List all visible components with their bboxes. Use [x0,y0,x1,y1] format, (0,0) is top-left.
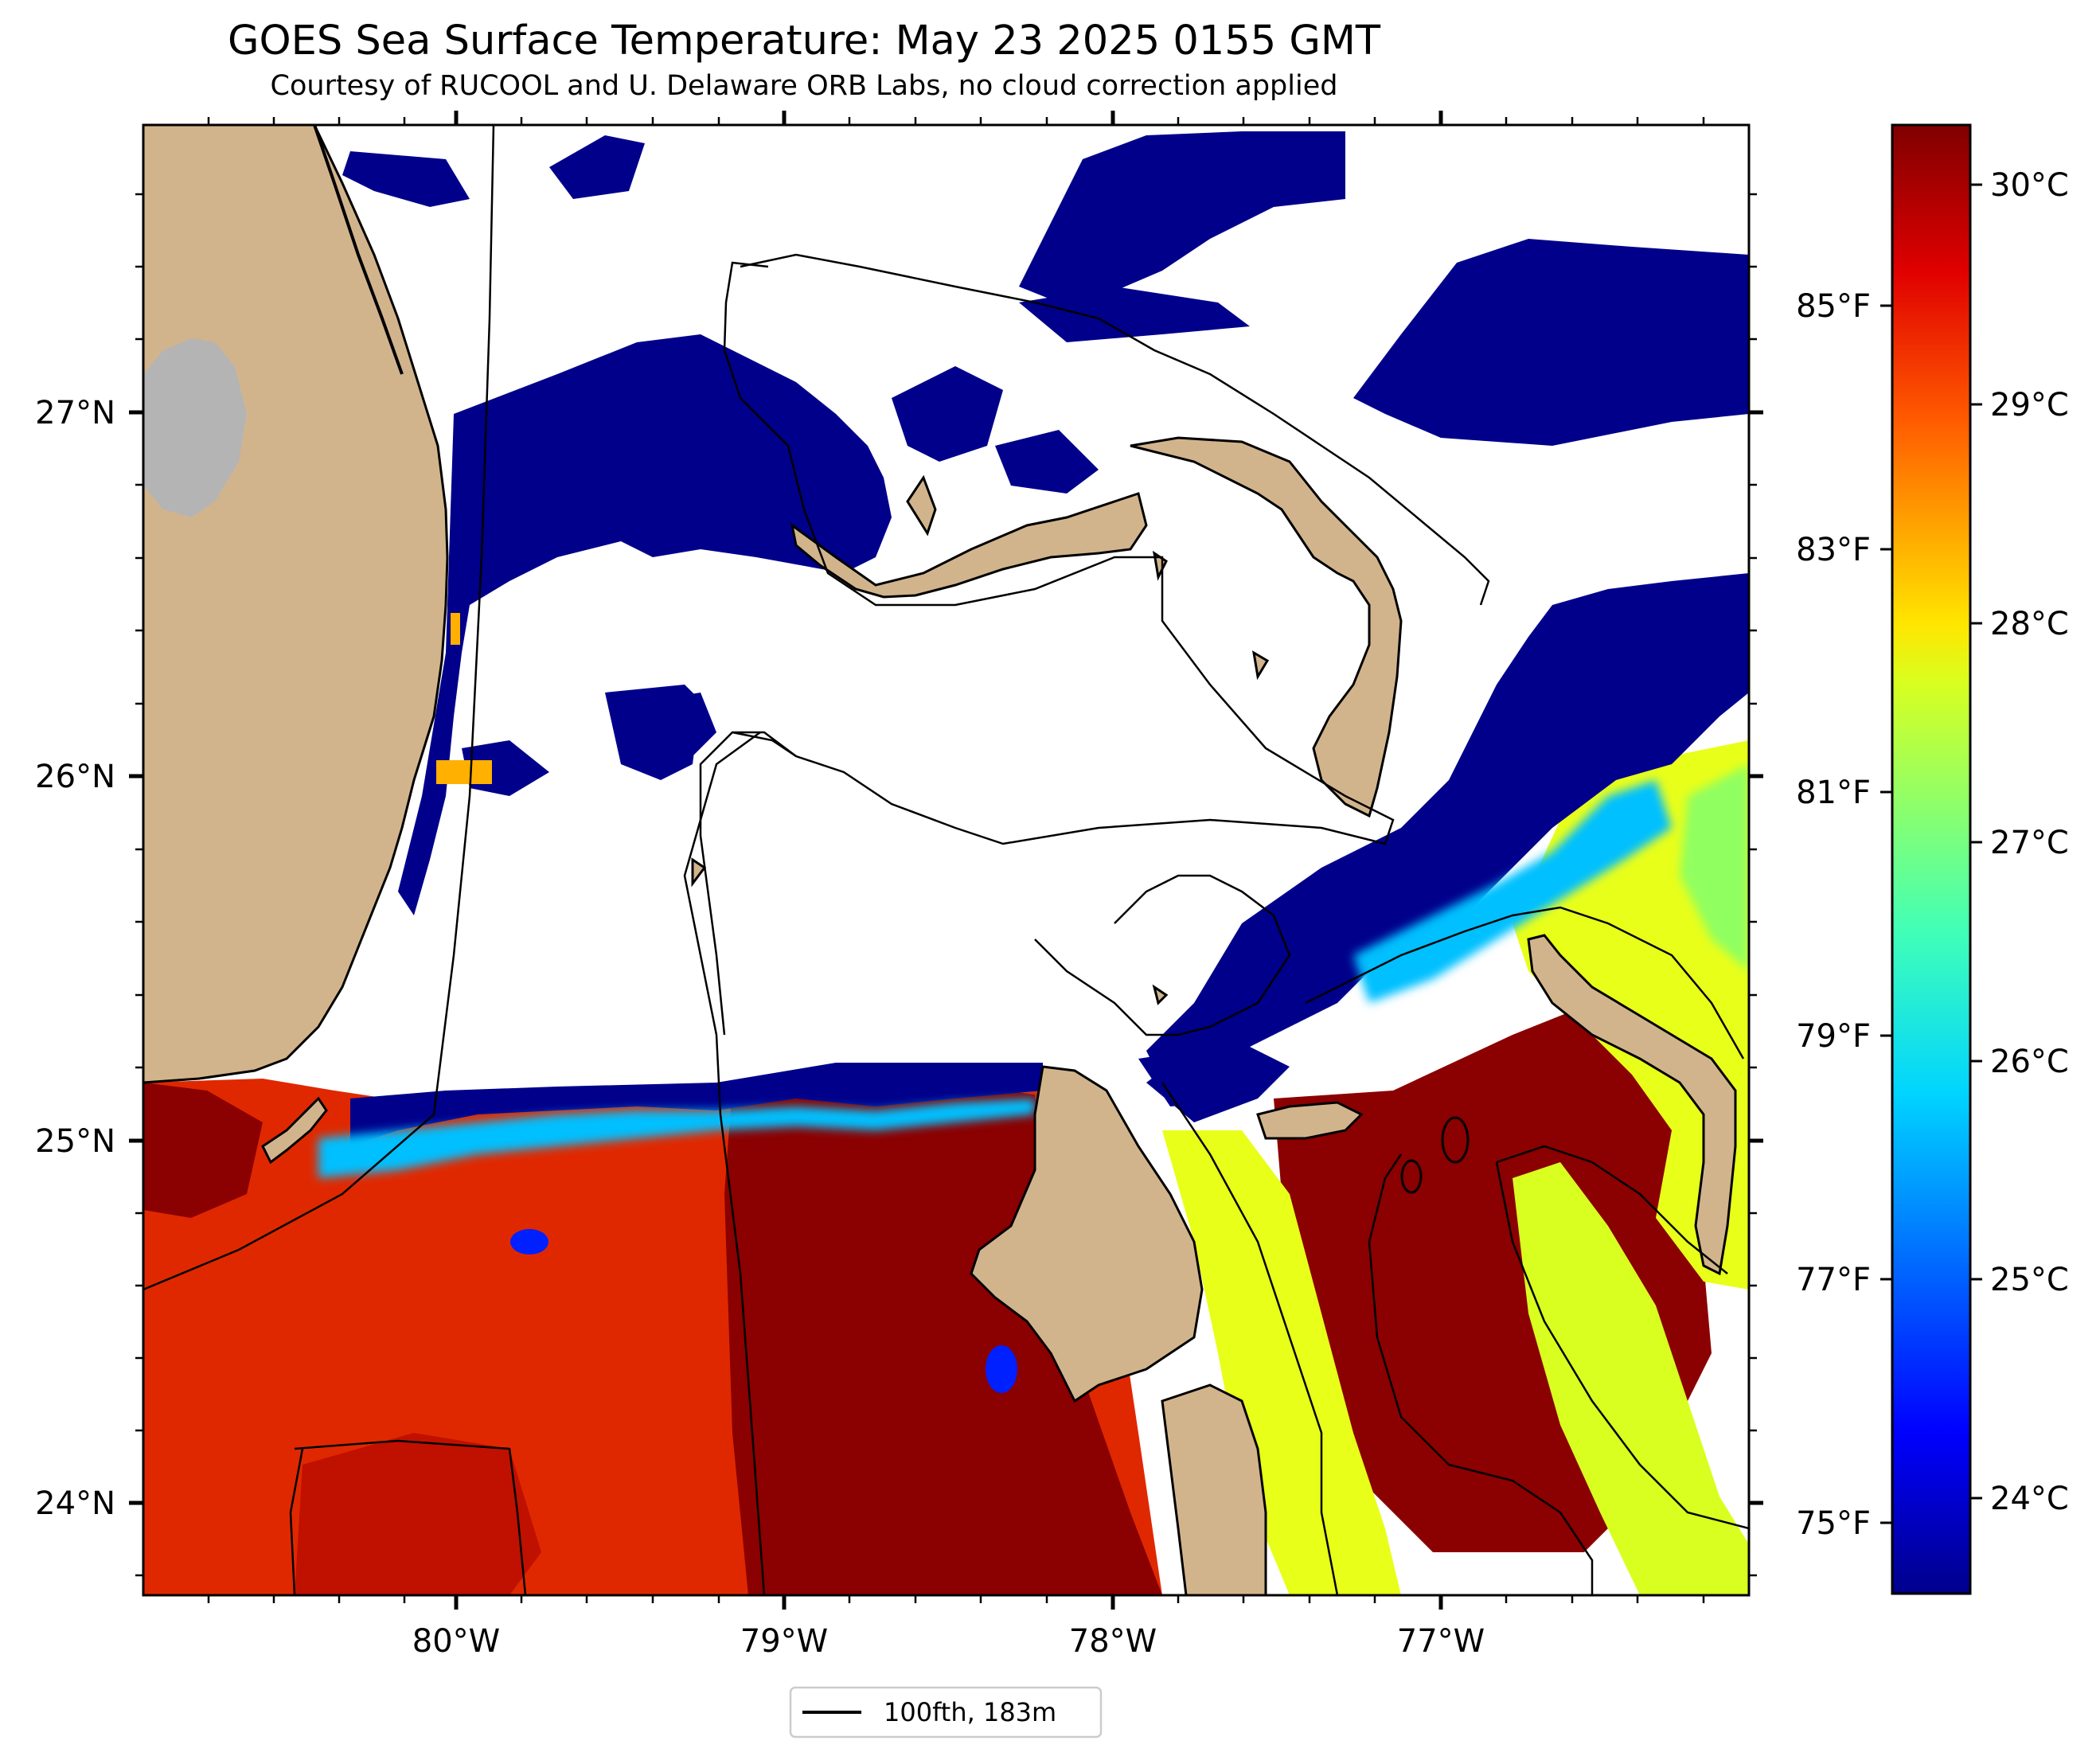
andros-south-land [1161,1383,1267,1595]
warm-patch-southwest [295,1433,541,1595]
colorbar-label-75f: 75°F [1796,1505,1871,1542]
longitude-major-ticks [454,111,1443,1610]
hot-water-central [724,1071,1162,1595]
colorbar-label-27c: 27°C [1990,825,2069,861]
shelf-water-south-central [1162,1130,1401,1595]
lat-tick-label-27n: 27°N [35,395,115,431]
lon-tick-label-80w: 80°W [412,1623,500,1660]
latitude-major-ticks [129,410,1763,1505]
colorbar-label-25c: 25°C [1990,1262,2069,1298]
andros-land [970,1065,1204,1403]
abaco-land [1130,436,1403,818]
figure-subtitle: Courtesy of RUCOOL and U. Delaware ORB L… [270,70,1338,102]
florida-keys [261,1096,328,1165]
colorbar [1891,123,1972,1595]
lon-tick-label-78w: 78°W [1069,1623,1157,1660]
colorbar-label-30c: 30°C [1990,167,2069,204]
lat-tick-label-26n: 26°N [35,759,115,795]
grand-bahama-west-tip [906,474,937,537]
shelf-water-east-green [1680,764,1749,971]
florida-coastline [313,125,404,375]
cold-eddies [510,1229,1017,1393]
legend-box [789,1686,1103,1739]
colorbar-label-79f: 79°F [1796,1018,1871,1055]
latitude-minor-ticks [135,193,1757,1577]
colorbar-celsius-ticks [1970,183,1982,1500]
cold-cloud-pixels [342,131,1749,1146]
eleuthera-land [1527,934,1737,1276]
isobath-legend: 100fth, 183m [789,1686,1103,1739]
colorbar-label-26c: 26°C [1990,1044,2069,1080]
isobath-100fth [143,125,1749,1595]
lon-tick-label-77w: 77°W [1397,1623,1485,1660]
colorbar-label-85f: 85°F [1796,288,1871,325]
warm-front-pixels [436,613,492,784]
colorbar-label-29c: 29°C [1990,387,2069,423]
lake-okeechobee [143,338,247,517]
colorbar-fahrenheit-ticks [1880,304,1892,1524]
map-frame [142,123,1751,1597]
colorbar-label-83f: 83°F [1796,532,1871,568]
sst-field [143,125,1749,1595]
grand-bahama-land [790,492,1148,599]
lon-tick-label-79w: 79°W [740,1623,828,1660]
colorbar-label-81f: 81°F [1796,775,1871,811]
lat-tick-label-24n: 24°N [35,1485,115,1522]
shelf-water-southeast [1513,1162,1749,1595]
lat-tick-label-25n: 25°N [35,1123,115,1160]
small-islands [691,550,1470,1194]
legend-label: 100fth, 183m [884,1697,1056,1727]
longitude-minor-ticks [207,117,1705,1603]
cool-front-pixels [318,780,1672,1178]
figure-title: GOES Sea Surface Temperature: May 23 202… [227,18,1381,64]
new-providence-land [1256,1101,1364,1140]
colorbar-label-24c: 24°C [1990,1481,2069,1517]
colorbar-label-28c: 28°C [1990,606,2069,642]
warm-water-far-west [143,1083,263,1218]
colorbar-label-77f: 77°F [1796,1262,1871,1298]
